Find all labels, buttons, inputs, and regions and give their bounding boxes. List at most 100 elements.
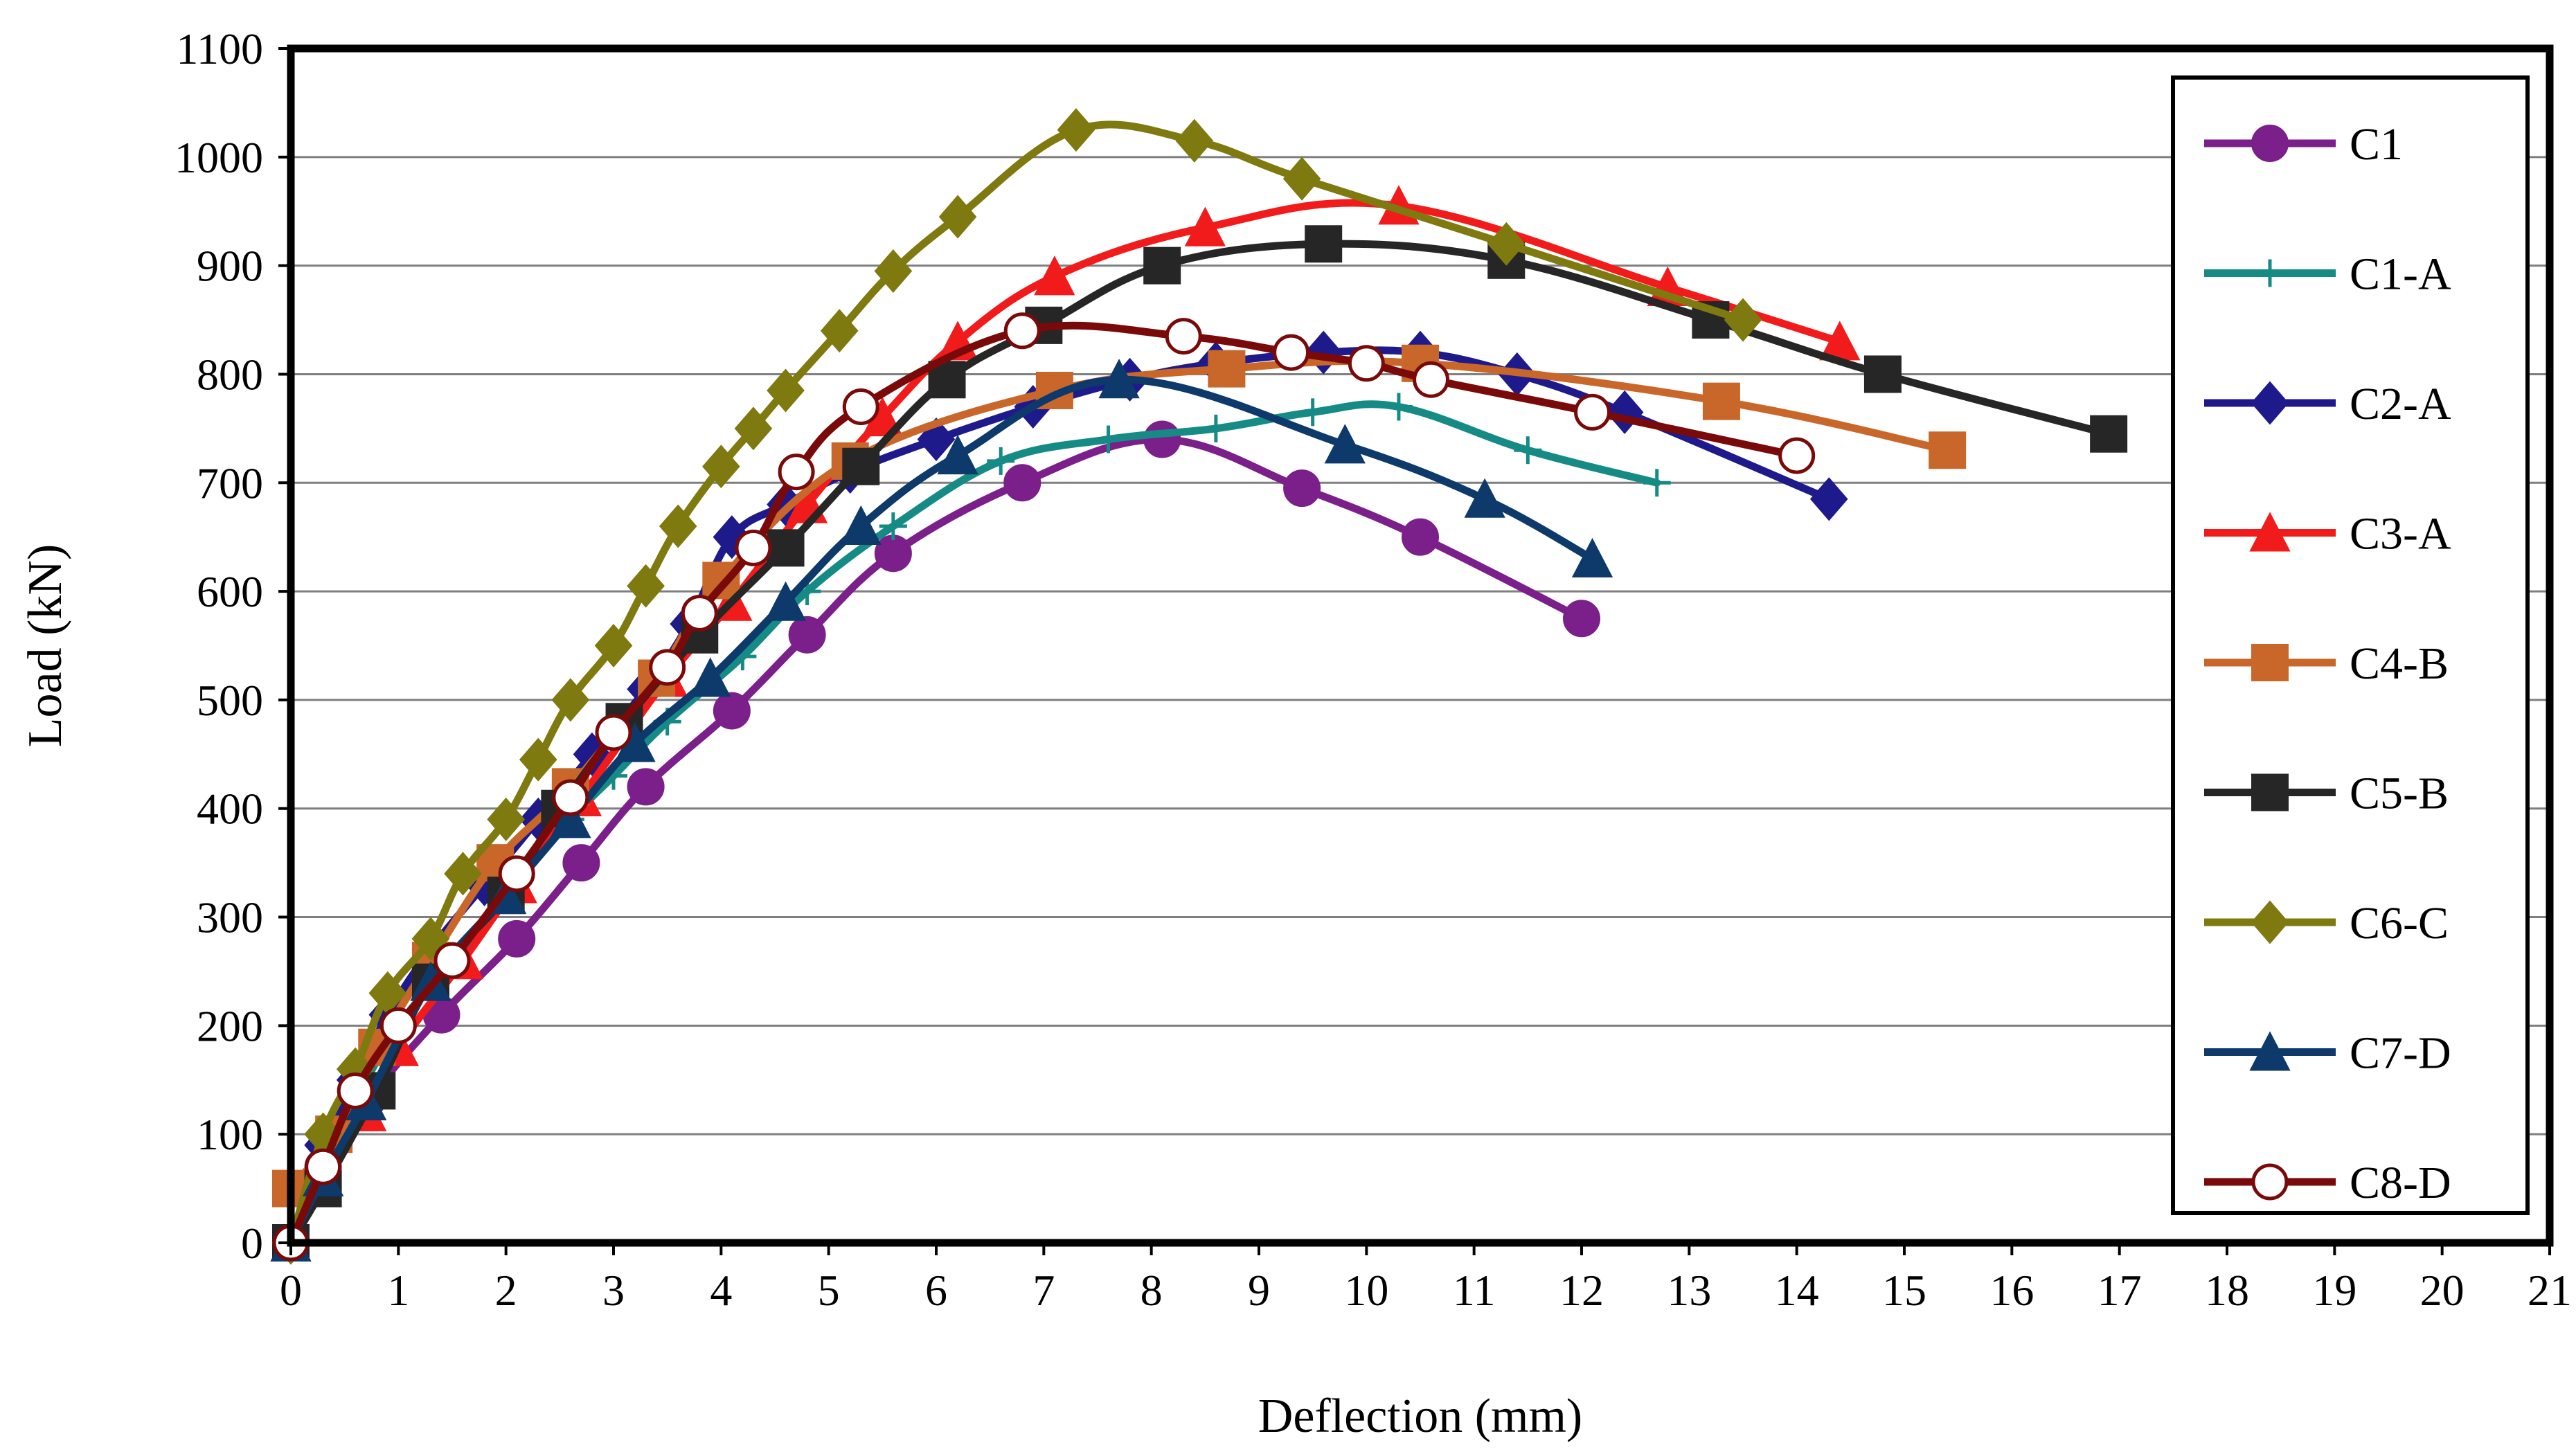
point-c6-c-16 [874, 249, 913, 294]
legend-marker-c8-d [2251, 1163, 2289, 1201]
point-c5-b-12 [1143, 246, 1181, 285]
legend-label-c3-a: C3-A [2350, 509, 2451, 559]
tick-labels: 0 1 2 3 4 5 6 7 8 9 10 11 12 13 14 15 16 17 18 19 20 21010020… [175, 24, 2572, 1315]
y-tick-label-700: 700 [197, 458, 263, 508]
point-c6-c-6 [487, 797, 525, 841]
point-c7-d-10 [937, 434, 978, 475]
x-tick-label-8: 8 [1141, 1266, 1163, 1315]
point-c8-d-1 [305, 1148, 342, 1185]
x-tick-label-19: 19 [2312, 1266, 2356, 1315]
x-tick-label-5: 5 [818, 1266, 840, 1315]
point-c6-c-20 [1282, 156, 1321, 201]
legend-label-c1-a: C1-A [2350, 249, 2451, 300]
legend-item-c1-a: C1-A [2204, 249, 2451, 300]
legend-label-c1: C1 [2350, 119, 2403, 170]
legend-item-c8-d: C8-D [2204, 1158, 2451, 1208]
point-c8-d-4 [433, 942, 471, 979]
point-c6-c-21 [1487, 222, 1526, 266]
point-c1-14 [1563, 600, 1600, 638]
point-c8-d-18 [1574, 393, 1611, 431]
point-c1-a-11 [879, 512, 907, 540]
point-c8-d-15 [1273, 334, 1310, 371]
point-c7-d-5 [550, 798, 591, 838]
legend-marker-c3-a [2249, 512, 2291, 552]
point-c1-6 [627, 768, 665, 806]
point-c7-d-9 [840, 505, 882, 545]
point-c8-d-6 [552, 779, 589, 816]
point-c1-a-18 [1643, 469, 1671, 497]
legend-label-c8-d: C8-D [2350, 1158, 2451, 1208]
plot-frame [287, 44, 2554, 1247]
point-c8-d-17 [1413, 361, 1450, 398]
point-c7-d-13 [1464, 478, 1505, 518]
series-layer [270, 108, 2128, 1265]
point-c6-c-22 [1724, 298, 1762, 342]
x-tick-label-18: 18 [2205, 1266, 2249, 1315]
point-c6-c-13 [734, 406, 773, 451]
x-tick-label-9: 9 [1248, 1266, 1270, 1315]
y-tick-label-600: 600 [197, 567, 263, 616]
legend-label-c5-b: C5-B [2350, 769, 2449, 819]
legend-label-c7-d: C7-D [2350, 1028, 2451, 1079]
legend-box [2171, 75, 2530, 1215]
point-c8-d-10 [735, 529, 772, 566]
series-line-c3-a [287, 199, 1844, 1247]
point-c4-b-10 [1208, 350, 1246, 388]
point-c8-d-9 [681, 594, 718, 631]
point-c7-d-14 [1571, 537, 1613, 578]
y-tick-label-200: 200 [197, 1001, 263, 1050]
point-c8-d-8 [649, 649, 686, 686]
y-tick-label-0: 0 [241, 1219, 263, 1268]
point-c6-c-14 [767, 368, 805, 413]
point-c5-b-17 [2090, 415, 2128, 453]
x-tick-label-13: 13 [1667, 1266, 1711, 1315]
x-tick-label-2: 2 [495, 1266, 517, 1315]
legend-marker-c5-b [2251, 773, 2289, 811]
x-tick-label-4: 4 [710, 1266, 732, 1315]
y-tick-label-1000: 1000 [175, 133, 263, 182]
point-c3-a-13 [1184, 206, 1226, 246]
legend-label-c6-c: C6-C [2350, 898, 2449, 949]
point-c1-10 [1003, 464, 1041, 502]
legend-marker-c6-c [2251, 900, 2289, 944]
point-c1-13 [1402, 518, 1439, 556]
point-c6-c-19 [1175, 118, 1214, 163]
point-c6-c-15 [820, 309, 859, 353]
x-tick-label-11: 11 [1453, 1266, 1496, 1315]
legend-marker-c2-a [2251, 381, 2289, 425]
point-c5-b-9 [842, 447, 880, 485]
point-c8-d-5 [498, 855, 535, 892]
x-tick-label-7: 7 [1032, 1266, 1055, 1315]
point-c8-d-7 [595, 714, 632, 751]
point-c8-d-14 [1165, 318, 1202, 355]
x-tick-label-21: 21 [2528, 1266, 2572, 1315]
point-c2-a-20 [1605, 390, 1644, 434]
point-c8-d-12 [842, 388, 879, 425]
point-c4-b-13 [1929, 431, 1967, 469]
point-c1-a-12 [987, 447, 1015, 475]
point-c1-7 [713, 692, 751, 730]
y-tick-label-1100: 1100 [176, 24, 263, 73]
point-c1-a-14 [1201, 414, 1230, 442]
point-c1-9 [874, 535, 912, 573]
y-axis-title: Load (kN) [19, 544, 72, 748]
y-tick-label-100: 100 [197, 1110, 263, 1159]
x-tick-label-16: 16 [1989, 1266, 2034, 1315]
point-c8-d-16 [1348, 345, 1385, 382]
legend-item-c5-b: C5-B [2204, 769, 2449, 819]
point-c1-11 [1143, 420, 1181, 458]
point-c6-c-11 [659, 504, 697, 548]
x-tick-label-12: 12 [1559, 1266, 1604, 1315]
point-c4-b-12 [1702, 382, 1740, 420]
point-c3-a-12 [1034, 255, 1075, 296]
point-c6-c-10 [627, 564, 665, 608]
legend-marker-c7-d [2249, 1031, 2291, 1071]
point-c1-a-17 [1514, 436, 1542, 465]
legend-item-c2-a: C2-A [2204, 379, 2451, 429]
x-tick-label-15: 15 [1882, 1266, 1926, 1315]
x-axis-title: Deflection (mm) [1258, 1390, 1582, 1443]
legend-item-c1: C1 [2204, 119, 2403, 170]
y-tick-label-500: 500 [197, 676, 263, 725]
